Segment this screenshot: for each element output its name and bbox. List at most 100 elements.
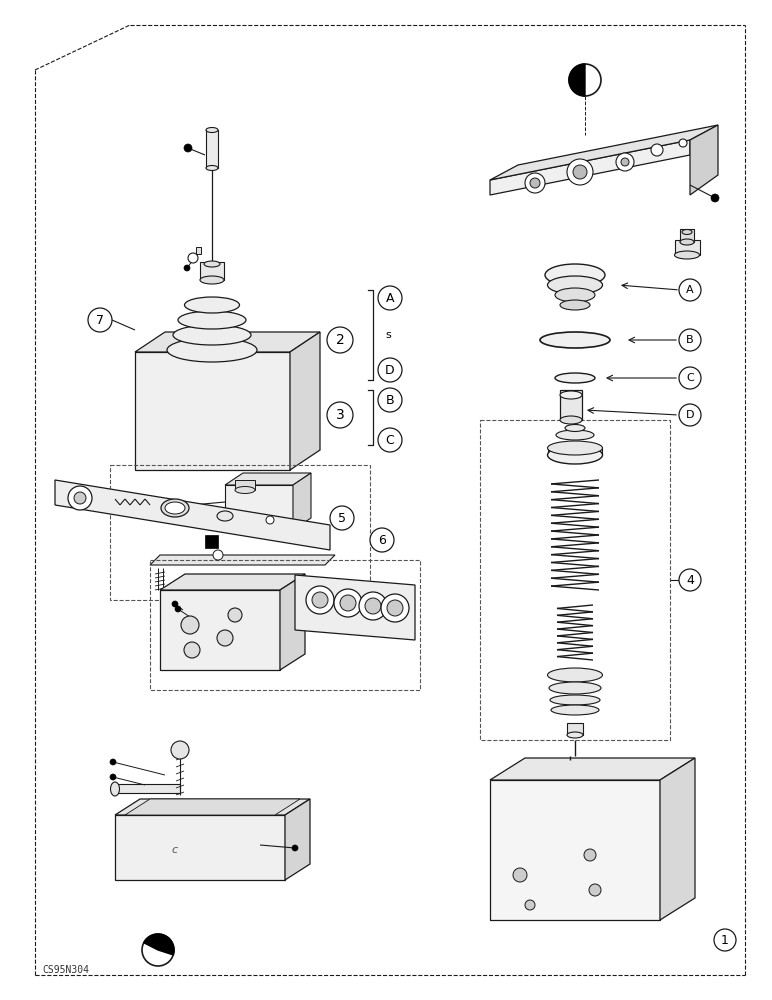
Ellipse shape: [547, 276, 602, 294]
Circle shape: [184, 265, 190, 271]
Circle shape: [651, 144, 663, 156]
Circle shape: [584, 849, 596, 861]
Bar: [115, 815, 285, 880]
Bar: [196, 247, 201, 254]
Bar: [567, 723, 583, 735]
Ellipse shape: [167, 338, 257, 362]
Ellipse shape: [547, 446, 602, 464]
Bar: [206, 130, 218, 168]
Circle shape: [327, 327, 353, 353]
Circle shape: [88, 308, 112, 332]
Ellipse shape: [545, 264, 605, 286]
Circle shape: [714, 929, 736, 951]
Ellipse shape: [675, 251, 699, 259]
Polygon shape: [225, 473, 311, 485]
Ellipse shape: [555, 288, 595, 302]
Circle shape: [679, 139, 687, 147]
Circle shape: [513, 868, 527, 882]
Ellipse shape: [560, 416, 582, 424]
Polygon shape: [144, 934, 174, 955]
Text: B: B: [386, 393, 394, 406]
Ellipse shape: [555, 373, 595, 383]
Circle shape: [525, 173, 545, 193]
Text: 5: 5: [338, 512, 346, 524]
Polygon shape: [490, 140, 690, 195]
Circle shape: [679, 569, 701, 591]
Text: 3: 3: [336, 408, 344, 422]
Ellipse shape: [560, 391, 582, 399]
Circle shape: [378, 388, 402, 412]
Bar: [680, 229, 694, 242]
Circle shape: [110, 774, 116, 780]
Circle shape: [175, 606, 181, 612]
Ellipse shape: [200, 276, 224, 284]
Ellipse shape: [680, 239, 694, 245]
Circle shape: [567, 159, 593, 185]
Text: 4: 4: [686, 574, 694, 586]
Circle shape: [266, 516, 274, 524]
Circle shape: [616, 153, 634, 171]
Ellipse shape: [235, 487, 255, 493]
Circle shape: [184, 144, 192, 152]
Circle shape: [679, 279, 701, 301]
Polygon shape: [660, 758, 695, 920]
Bar: [675, 240, 700, 255]
Polygon shape: [293, 473, 311, 530]
Bar: [115, 784, 180, 793]
Text: C: C: [386, 434, 394, 446]
Circle shape: [621, 158, 629, 166]
Text: s: s: [385, 330, 391, 340]
Text: 6: 6: [378, 534, 386, 546]
Circle shape: [213, 550, 223, 560]
Circle shape: [181, 616, 199, 634]
Circle shape: [378, 358, 402, 382]
Circle shape: [172, 601, 178, 607]
Circle shape: [711, 194, 719, 202]
Bar: [200, 262, 224, 280]
Polygon shape: [280, 574, 305, 670]
Ellipse shape: [204, 261, 220, 267]
Ellipse shape: [549, 682, 601, 694]
Circle shape: [334, 589, 362, 617]
Text: A: A: [386, 292, 394, 304]
Text: 2: 2: [336, 333, 344, 347]
Circle shape: [378, 428, 402, 452]
Ellipse shape: [547, 668, 602, 682]
Polygon shape: [160, 574, 305, 590]
Text: A: A: [686, 285, 694, 295]
Circle shape: [530, 178, 540, 188]
Polygon shape: [55, 480, 330, 550]
Ellipse shape: [161, 499, 189, 517]
Circle shape: [679, 404, 701, 426]
Ellipse shape: [556, 430, 594, 440]
Polygon shape: [285, 799, 310, 880]
Ellipse shape: [178, 311, 246, 329]
Text: 7: 7: [96, 314, 104, 326]
Circle shape: [228, 608, 242, 622]
Circle shape: [142, 934, 174, 966]
Circle shape: [188, 253, 198, 263]
Circle shape: [359, 592, 387, 620]
Circle shape: [370, 528, 394, 552]
Polygon shape: [125, 799, 300, 815]
Circle shape: [110, 759, 116, 765]
Circle shape: [184, 642, 200, 658]
Text: 1: 1: [721, 934, 729, 946]
Text: D: D: [686, 410, 694, 420]
Bar: [490, 780, 660, 920]
Polygon shape: [135, 332, 320, 352]
Circle shape: [306, 586, 334, 614]
Circle shape: [340, 595, 356, 611]
Ellipse shape: [173, 325, 251, 345]
Ellipse shape: [540, 332, 610, 348]
Circle shape: [573, 165, 587, 179]
Ellipse shape: [206, 165, 218, 170]
Ellipse shape: [560, 300, 590, 310]
Ellipse shape: [682, 230, 692, 234]
Circle shape: [569, 64, 601, 96]
Circle shape: [381, 594, 409, 622]
Circle shape: [74, 492, 86, 504]
Bar: [135, 352, 290, 470]
Ellipse shape: [165, 502, 185, 514]
Polygon shape: [490, 125, 718, 180]
